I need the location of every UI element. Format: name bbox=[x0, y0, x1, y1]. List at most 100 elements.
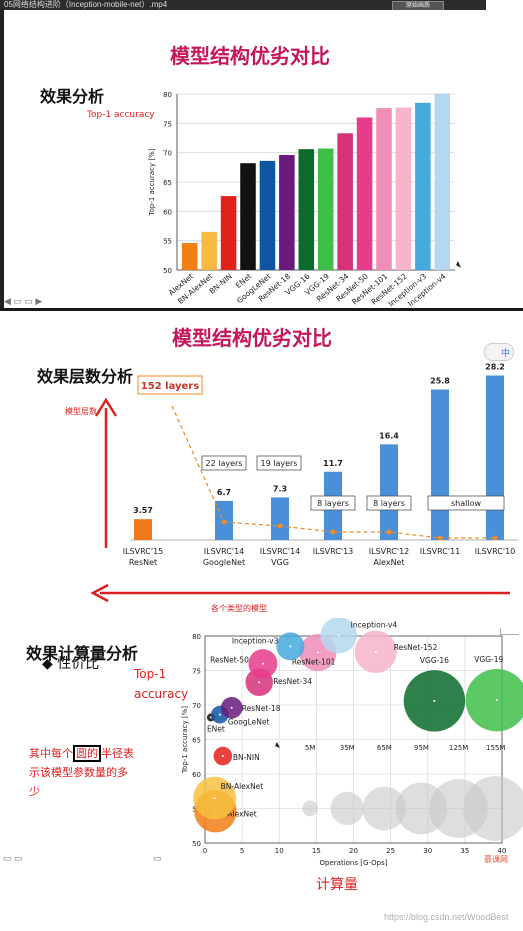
y-tick-label: 65 bbox=[163, 179, 172, 187]
left-frame-edge bbox=[0, 10, 4, 308]
bar bbox=[181, 243, 198, 270]
up-arrow-icon bbox=[94, 397, 118, 417]
y-tick-label: 50 bbox=[163, 267, 172, 275]
bubble-label: ResNet-152 bbox=[394, 643, 438, 652]
y-tick-label: 50 bbox=[192, 840, 201, 848]
panel3-annotation: Top-1 accuracy bbox=[134, 664, 188, 704]
bar bbox=[134, 519, 152, 540]
layers-label-box bbox=[310, 495, 356, 511]
bar bbox=[434, 93, 451, 270]
panel2-x-annotation: 各个类型的模型 bbox=[211, 604, 267, 613]
bubble-label: BN-NIN bbox=[233, 753, 260, 762]
panel2-heading: 效果层数分析 bbox=[37, 367, 134, 386]
quality-dropdown[interactable]: 原始画质 bbox=[392, 1, 444, 10]
bar bbox=[298, 149, 315, 270]
size-legend-circle bbox=[302, 800, 318, 817]
bubble-label: AlexNet bbox=[227, 809, 256, 818]
bar bbox=[376, 108, 392, 270]
panel-separator bbox=[0, 308, 523, 311]
panel1-title: 模型结构优劣对比 bbox=[170, 44, 330, 68]
bubble-label: ResNet-18 bbox=[242, 704, 281, 713]
y-tick-label: 60 bbox=[163, 208, 172, 216]
bar bbox=[271, 497, 289, 540]
value-label: 25.8 bbox=[430, 377, 450, 386]
note-line2: 示该模型参数量的多 bbox=[29, 766, 128, 779]
category-label: ILSVRC'13 bbox=[313, 547, 354, 556]
mouse-cursor-icon bbox=[456, 261, 461, 268]
bar bbox=[431, 389, 449, 540]
bubble-label: VGG-16 bbox=[420, 656, 449, 665]
slide-nav-controls-2[interactable]: ▭ ▭ bbox=[3, 853, 23, 863]
bubble-label: VGG-19 bbox=[474, 655, 503, 664]
layers-label: shallow bbox=[451, 499, 481, 508]
panel2-title: 模型结构优劣对比 bbox=[172, 326, 332, 350]
x-tick-label: 30 bbox=[423, 847, 432, 855]
layers-label-box bbox=[366, 495, 412, 511]
bubble-center bbox=[218, 713, 221, 716]
bullet-text: 性价比 bbox=[57, 656, 100, 672]
x-tick-label: 20 bbox=[349, 847, 358, 855]
annotation-line1: Top-1 bbox=[134, 667, 167, 681]
size-legend-circle bbox=[463, 776, 523, 841]
size-legend-label: 125M bbox=[449, 744, 468, 752]
panel1-annotation: Top-1 accuracy bbox=[87, 110, 155, 120]
size-legend-label: 65M bbox=[377, 744, 392, 752]
bubble-center bbox=[374, 650, 377, 653]
slide-nav-controls[interactable]: ◀ ▭ ▭ ▶ bbox=[4, 296, 43, 306]
y-axis-label: Top-1 accuracy [%] bbox=[181, 706, 189, 774]
trend-line-link bbox=[171, 405, 225, 523]
bar bbox=[317, 148, 334, 270]
video-title: 05网络结构进阶（Inception-mobile-net）.mp4 bbox=[4, 0, 168, 9]
trend-point bbox=[277, 523, 283, 529]
note-line1-rest: 半径表 bbox=[101, 747, 134, 760]
bubble-label: ENet bbox=[207, 724, 225, 733]
size-legend-label: 5M bbox=[305, 744, 316, 752]
y-tick-label: 55 bbox=[163, 238, 172, 246]
bullet-diamond-icon: ◆ bbox=[42, 656, 53, 672]
bubble-label: GoogLeNet bbox=[228, 718, 270, 727]
bar bbox=[356, 117, 373, 270]
bubble-center bbox=[261, 662, 264, 665]
category-label: ILSVRC'12 bbox=[369, 547, 410, 556]
bubble bbox=[465, 668, 523, 732]
y-tick-label: 65 bbox=[192, 737, 201, 745]
bar bbox=[486, 375, 504, 540]
y-tick-label: 75 bbox=[192, 668, 201, 676]
bubble-label: BN-AlexNet bbox=[221, 782, 264, 791]
x-tick-label: 10 bbox=[275, 847, 284, 855]
ime-toolbar-icon[interactable]: 中 bbox=[484, 343, 514, 361]
right-frame-blank bbox=[486, 0, 523, 308]
mooc-logo: 慕课网 bbox=[484, 855, 508, 864]
trend-point bbox=[330, 529, 336, 535]
resize-corner bbox=[500, 628, 519, 635]
x-tick-label: 40 bbox=[498, 847, 507, 855]
layers-label: 8 layers bbox=[373, 499, 405, 508]
bar bbox=[201, 231, 217, 270]
size-legend-circle bbox=[330, 791, 364, 826]
panel2-y-annotation: 模型层数 bbox=[65, 407, 97, 416]
note-line1: 其中每个 bbox=[29, 747, 73, 760]
y-tick-label: 75 bbox=[163, 120, 172, 128]
value-label: 11.7 bbox=[323, 459, 343, 468]
x-axis-label: Operations [G-Ops] bbox=[320, 859, 388, 867]
panel3-x-annotation: 计算量 bbox=[316, 877, 358, 893]
layers-bar-chart: 3.57 ILSVRC'15 ResNet 6.7 ILSVRC'14 GoogleNet… bbox=[90, 363, 518, 603]
value-label: 6.7 bbox=[217, 488, 231, 497]
bar bbox=[220, 196, 237, 270]
slide-nav-dot[interactable]: ▭ bbox=[153, 853, 162, 863]
bubble-label: Inception-v4 bbox=[351, 620, 398, 629]
bubble-center bbox=[221, 755, 224, 758]
layers-label: 8 layers bbox=[317, 499, 349, 508]
category-label: ILSVRC'14 bbox=[260, 547, 301, 556]
layers-label: 22 layers bbox=[206, 459, 243, 468]
bubble-center bbox=[213, 797, 216, 800]
x-tick-label: 35 bbox=[460, 847, 469, 855]
annotation-line2: accuracy bbox=[134, 687, 189, 701]
x-tick-label: 5 bbox=[240, 847, 244, 855]
x-tick-label: 25 bbox=[386, 847, 395, 855]
layers-label: 19 layers bbox=[261, 459, 298, 468]
trend-point bbox=[492, 535, 498, 541]
bubble-label: ResNet-34 bbox=[273, 677, 312, 686]
y-tick-label: 80 bbox=[192, 633, 201, 641]
